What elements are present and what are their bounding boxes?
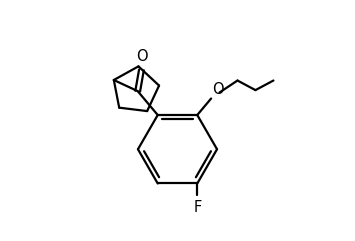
Text: O: O [136, 49, 147, 64]
Text: F: F [193, 200, 201, 215]
Text: O: O [212, 82, 224, 97]
